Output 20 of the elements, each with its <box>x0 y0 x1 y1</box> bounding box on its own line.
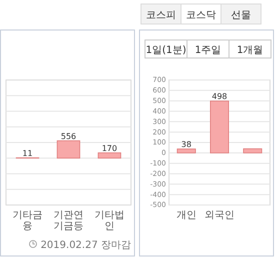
x-tick-label: 기타법인 <box>94 210 124 232</box>
text: 선물 <box>231 10 251 21</box>
bar <box>243 148 262 154</box>
text: 코스피 <box>146 10 176 21</box>
data-label: 556 <box>60 132 76 141</box>
text: 1개월 <box>236 45 264 56</box>
text: 1일(1분) <box>146 45 186 56</box>
text: 코스닥 <box>186 10 216 21</box>
text: 1주일 <box>194 45 222 56</box>
x-tick-label: 기관연기금등 <box>54 210 84 232</box>
data-label: 498 <box>212 92 228 102</box>
x-tick-label: 기타금융 <box>12 210 43 232</box>
data-label: 170 <box>102 144 118 153</box>
bar <box>210 100 230 154</box>
x-tick-label: 개인 <box>176 210 196 221</box>
text: 2019.02.27 장마감 <box>40 240 131 251</box>
x-tick-label: 외국인 <box>204 210 234 221</box>
data-label: 11 <box>22 148 33 158</box>
data-label: 38 <box>181 140 192 149</box>
bar <box>176 148 196 154</box>
